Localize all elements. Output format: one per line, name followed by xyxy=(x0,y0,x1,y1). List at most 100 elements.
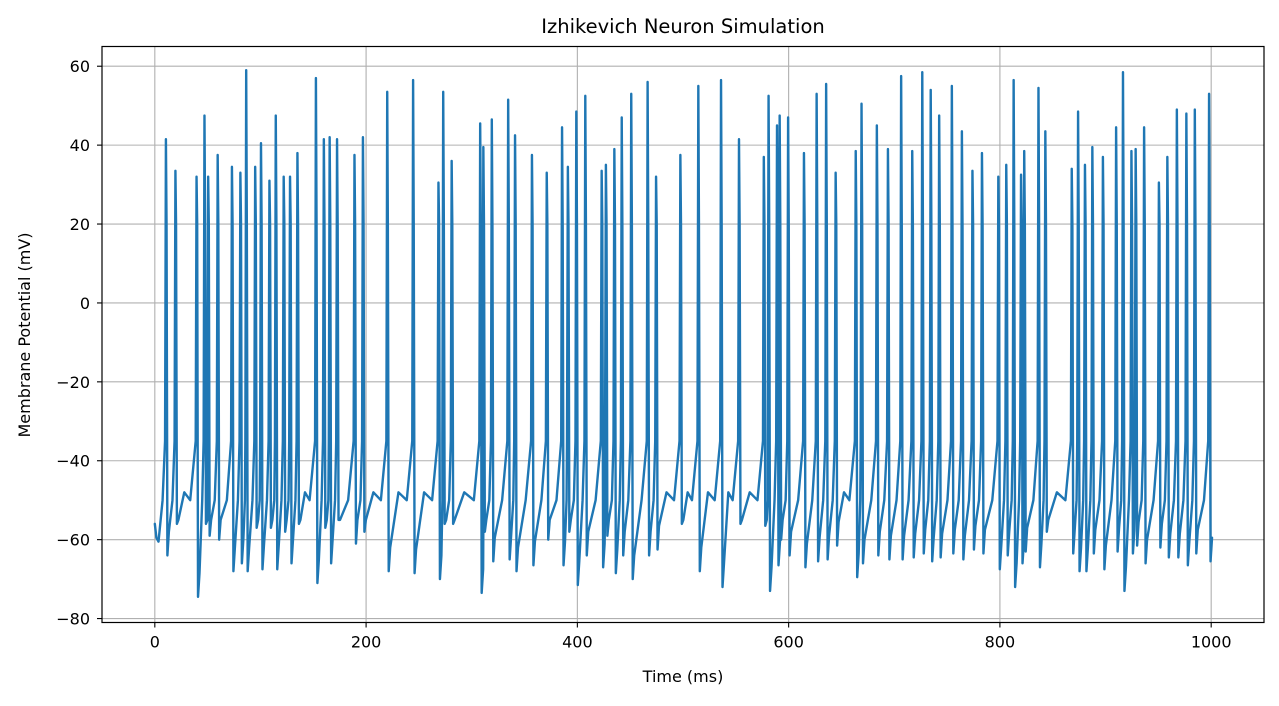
y-tick-label: 60 xyxy=(70,57,90,76)
x-tick-label: 800 xyxy=(985,633,1016,652)
y-tick-label: −60 xyxy=(56,531,90,550)
spike-peak-point xyxy=(203,114,206,117)
spike-peak-point xyxy=(195,175,198,178)
spike-peak-point xyxy=(1084,164,1086,166)
spike-peak-point xyxy=(961,130,963,133)
x-tick-label: 400 xyxy=(562,633,593,652)
spike-peak-point xyxy=(1091,146,1094,148)
spike-peak-point xyxy=(216,154,219,156)
spike-peak-point xyxy=(362,136,364,139)
spike-peak-point xyxy=(336,138,338,141)
spike-peak-point xyxy=(720,79,722,81)
spike-peak-point xyxy=(561,126,563,129)
spike-peak-point xyxy=(412,79,414,81)
spike-peak-point xyxy=(254,166,256,168)
spike-peak-point xyxy=(860,102,863,105)
spike-peak-point xyxy=(1005,164,1008,166)
spike-peak-point xyxy=(697,85,700,87)
spike-peak-point xyxy=(323,138,325,141)
spike-peak-point xyxy=(282,175,285,178)
spike-peak-point xyxy=(679,154,682,156)
spike-peak-point xyxy=(854,150,857,152)
spike-peak-point xyxy=(921,71,924,73)
x-tick-label: 200 xyxy=(351,633,382,652)
y-tick-label: −80 xyxy=(56,610,90,629)
spike-peak-point xyxy=(1077,110,1079,113)
spike-peak-point xyxy=(437,181,440,184)
y-tick-label: 20 xyxy=(70,215,90,234)
spike-peak-point xyxy=(1158,181,1160,184)
spike-peak-point xyxy=(787,116,789,119)
series-line xyxy=(153,68,1214,599)
spike-peak-point xyxy=(1122,71,1124,73)
spike-peak-point xyxy=(1185,112,1188,115)
spike-peak-point xyxy=(938,114,940,117)
spike-peak-point xyxy=(567,166,569,168)
plot-area xyxy=(153,68,1214,599)
spike-peak-point xyxy=(575,110,578,113)
spike-peak-point xyxy=(268,179,271,182)
spike-peak-point xyxy=(1044,130,1047,133)
spike-peak-point xyxy=(767,95,770,97)
spike-peak-point xyxy=(231,166,233,168)
spike-peak-point xyxy=(929,89,932,91)
spike-peak-point xyxy=(289,175,291,178)
spike-peak-point xyxy=(479,122,481,125)
spike-peak-point xyxy=(328,136,331,139)
x-axis-label: Time (ms) xyxy=(642,667,724,686)
spike-peak-point xyxy=(207,175,209,178)
spike-peak-point xyxy=(834,171,837,174)
spike-peak-point xyxy=(507,98,509,101)
spike-peak-point xyxy=(1012,79,1015,81)
spike-peak-point xyxy=(646,81,649,83)
spike-peak-point xyxy=(353,154,356,156)
spike-peak-point xyxy=(763,156,765,158)
spike-peak-point xyxy=(1143,126,1145,129)
spike-peak-point xyxy=(165,138,167,141)
spike-peak-point xyxy=(605,164,607,166)
spike-peak-point xyxy=(620,116,623,119)
spike-peak-point xyxy=(1115,126,1117,129)
spike-peak-point xyxy=(803,152,805,154)
chart-title: Izhikevich Neuron Simulation xyxy=(541,15,824,38)
spike-peak-point xyxy=(442,91,445,93)
spike-peak-point xyxy=(1166,156,1169,158)
spike-peak-point xyxy=(1020,173,1022,176)
spike-peak-point xyxy=(1130,150,1133,152)
spike-peak-point xyxy=(951,85,953,87)
x-tick-label: 0 xyxy=(150,633,160,652)
spike-peak-point xyxy=(1037,87,1040,89)
spike-peak-point xyxy=(584,95,587,97)
spike-peak-point xyxy=(450,160,453,162)
spike-peak-point xyxy=(825,83,827,85)
spike-peak-point xyxy=(531,154,533,156)
spike-peak-point xyxy=(776,124,778,127)
spike-peak-point xyxy=(514,134,516,137)
spike-peak-point xyxy=(260,142,262,144)
spike-peak-point xyxy=(1134,148,1137,150)
y-tick-label: −40 xyxy=(56,452,90,471)
plot-frame xyxy=(101,45,1265,624)
spike-peak-point xyxy=(1194,108,1196,111)
spike-peak-point xyxy=(981,152,983,154)
spike-peak-point xyxy=(386,91,389,93)
spike-peak-point xyxy=(296,152,299,154)
spike-peak-point xyxy=(174,169,177,172)
spike-peak-point xyxy=(613,148,616,150)
spike-peak-point xyxy=(1070,168,1073,170)
spike-peak-point xyxy=(482,146,485,148)
y-tick-label: 0 xyxy=(80,294,90,313)
spike-peak-point xyxy=(778,114,781,117)
spike-peak-point xyxy=(900,75,902,77)
spike-peak-point xyxy=(738,138,740,141)
spike-peak-point xyxy=(245,69,247,71)
spike-peak-point xyxy=(1208,93,1210,95)
spike-peak-point xyxy=(239,171,242,174)
spike-peak-point xyxy=(911,150,914,152)
spike-peak-point xyxy=(600,169,603,172)
spike-peak-point xyxy=(545,171,548,174)
spike-peak-point xyxy=(971,169,974,172)
